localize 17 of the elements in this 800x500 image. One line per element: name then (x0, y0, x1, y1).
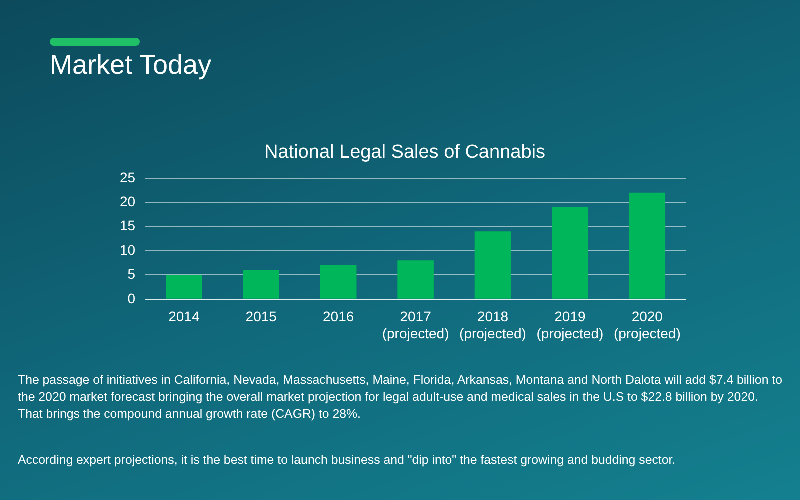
y-tick-label: 5 (128, 266, 136, 282)
y-tick-label: 10 (120, 242, 136, 258)
x-tick-label: 2015 (246, 308, 278, 325)
x-tick-label: 2016 (323, 308, 354, 325)
x-tick-label: 2019 (projected) (536, 308, 604, 342)
x-tick-label: 2017 (projected) (382, 308, 450, 342)
text: According expert projections, it is the best time to launch business and "dip into" the fastest growing and budding sector. (18, 452, 677, 469)
y-tick-label: 20 (120, 193, 136, 210)
text: The passage of initiatives in California, Nevada, Massachusetts, Maine, Florida, Arkansas, Montana and North Dalota will add $7.4 billion to the 2020 market forecast bringing the overall market projection for legal adult-use and medical sales in the U.S to $22.8 billion by 2020. That brings the compound annual growth rate (CAGR) to 28%. (18, 372, 783, 423)
y-tick-label: 15 (120, 218, 136, 234)
y-tick-label: 0 (128, 290, 136, 306)
x-tick-label: 2020 (projected) (614, 308, 681, 342)
x-tick-label: 2014 (168, 308, 200, 325)
chart-title: Market Today (50, 50, 212, 81)
y-tick-label: 25 (120, 169, 136, 186)
chart-subtitle: National Legal Sales of Cannabis (264, 142, 546, 164)
x-tick-label: 2018 (projected) (460, 308, 526, 342)
